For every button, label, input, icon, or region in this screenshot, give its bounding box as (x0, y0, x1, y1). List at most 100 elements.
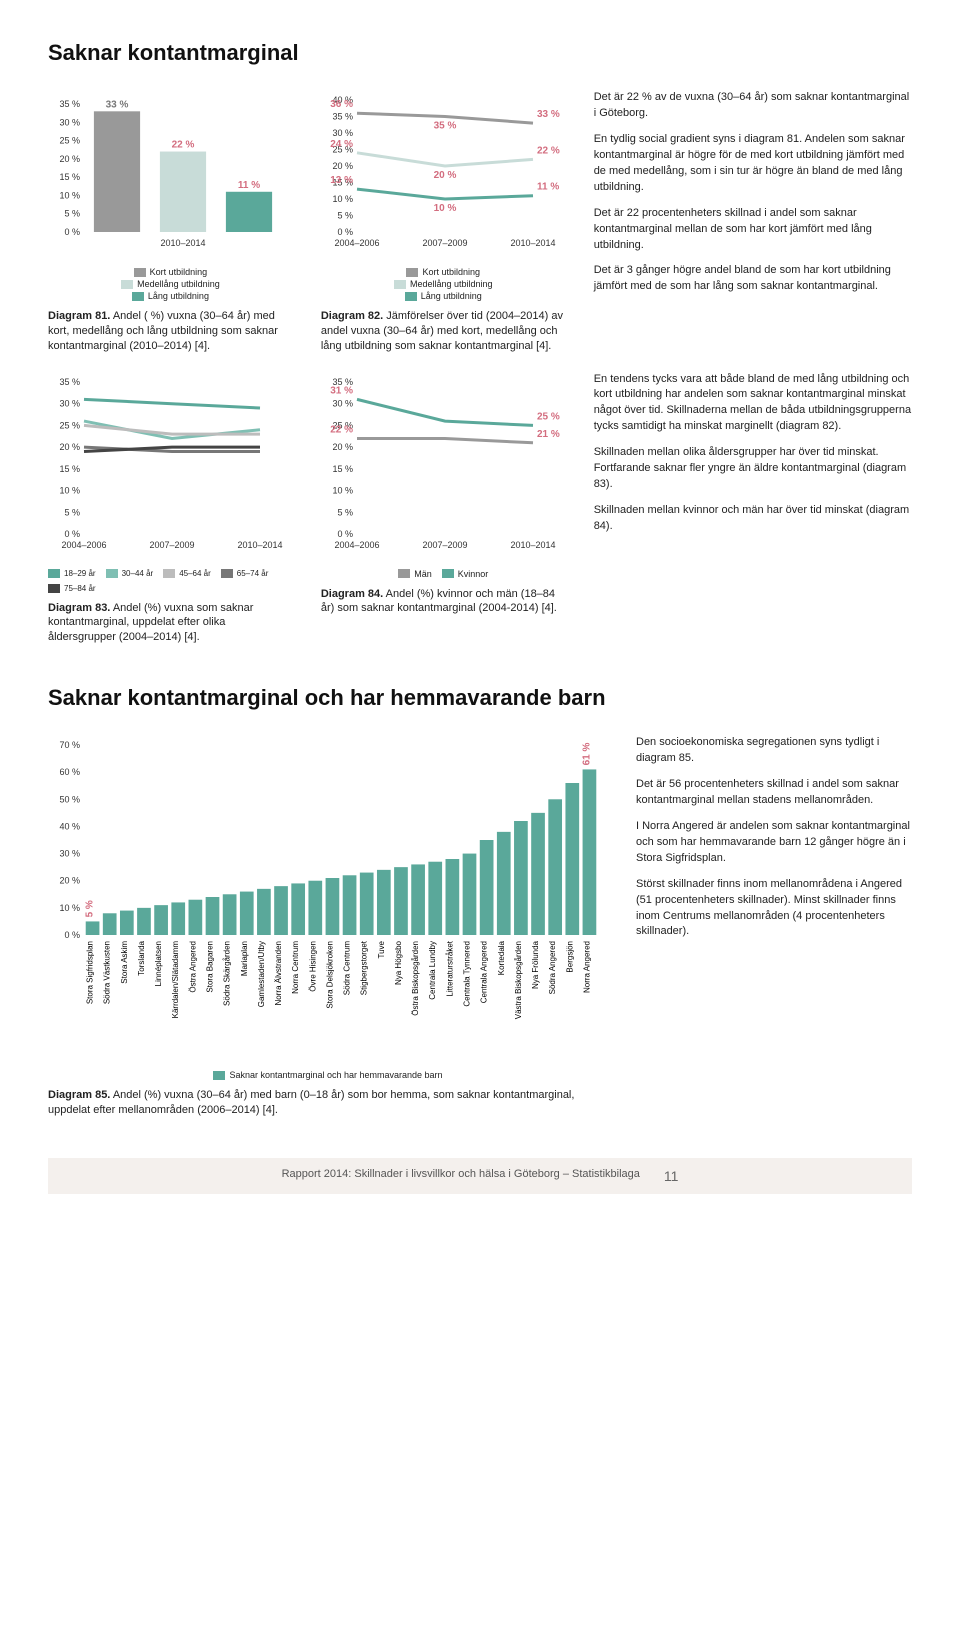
body-paragraph: Störst skillnader finns inom mellanområ­… (636, 877, 912, 941)
svg-text:Gamlestaden/Utby: Gamlestaden/Utby (257, 941, 266, 1007)
body-paragraph: Skillnaden mellan kvinnor och män har öv… (594, 503, 912, 535)
diagram-82: 0 %5 %10 %15 %20 %25 %30 %35 %40 %2004–2… (321, 90, 566, 301)
svg-text:Stora Delsjökroken: Stora Delsjökroken (325, 941, 334, 1009)
svg-text:0 %: 0 % (64, 930, 80, 940)
svg-text:0 %: 0 % (64, 529, 80, 539)
svg-text:30 %: 30 % (59, 117, 80, 127)
section-title-1: Saknar kontantmarginal (48, 40, 912, 66)
svg-text:Centrala Lundby: Centrala Lundby (428, 941, 437, 1000)
svg-text:20 %: 20 % (59, 876, 80, 886)
diagram-84-caption: Diagram 84. Andel (%) kvinnor och män (1… (321, 587, 566, 617)
body-paragraph: Den socioekonomiska segregationen syns t… (636, 735, 912, 767)
body-text-section2: Den socioekonomiska segregationen syns t… (636, 735, 912, 1118)
svg-text:2004–2006: 2004–2006 (334, 540, 379, 550)
svg-text:Kärrdalen/Slätadamm: Kärrdalen/Slätadamm (171, 941, 180, 1019)
svg-text:22 %: 22 % (330, 424, 353, 435)
svg-text:36 %: 36 % (330, 99, 353, 110)
svg-text:30 %: 30 % (59, 398, 80, 408)
footer-text: Rapport 2014: Skillnader i livsvillkor o… (282, 1168, 640, 1184)
body-text-top: Det är 22 % av de vuxna (30–64 år) som s… (594, 90, 912, 354)
svg-text:Södra Västkusten: Södra Västkusten (103, 941, 112, 1004)
svg-text:35 %: 35 % (59, 377, 80, 387)
svg-text:Bergsjön: Bergsjön (565, 941, 574, 973)
body-paragraph: Det är 3 gånger högre andel bland de som… (594, 263, 912, 295)
diagram-81: 0 %5 %10 %15 %20 %25 %30 %35 %33 %22 %11… (48, 90, 293, 301)
svg-text:60 %: 60 % (59, 767, 80, 777)
body-paragraph: Det är 22 procentenheters skillnad i and… (594, 206, 912, 254)
diagram-84: 0 %5 %10 %15 %20 %25 %30 %35 %2004–20062… (321, 372, 566, 579)
svg-text:Stora Sigfridsplan: Stora Sigfridsplan (86, 941, 95, 1004)
svg-text:30 %: 30 % (332, 128, 353, 138)
svg-text:21 %: 21 % (537, 428, 560, 439)
svg-text:35 %: 35 % (332, 112, 353, 122)
svg-text:15 %: 15 % (332, 463, 353, 473)
svg-text:35 %: 35 % (59, 99, 80, 109)
diagram-81-caption: Diagram 81. Andel ( %) vuxna (30–64 år) … (48, 309, 293, 354)
svg-text:10 %: 10 % (332, 485, 353, 495)
svg-text:31 %: 31 % (330, 385, 353, 396)
svg-text:15 %: 15 % (59, 463, 80, 473)
svg-text:25 %: 25 % (59, 136, 80, 146)
svg-text:Södra Skärgården: Södra Skärgården (223, 941, 232, 1006)
svg-text:Östra Biskopsgården: Östra Biskopsgården (411, 941, 420, 1016)
svg-text:10 %: 10 % (59, 903, 80, 913)
section-title-2: Saknar kontantmarginal och har hemmavara… (48, 685, 912, 711)
svg-text:20 %: 20 % (332, 442, 353, 452)
body-paragraph: En tendens tycks vara att både bland de … (594, 372, 912, 436)
svg-text:30 %: 30 % (332, 398, 353, 408)
svg-text:2004–2006: 2004–2006 (61, 540, 106, 550)
svg-text:20 %: 20 % (59, 154, 80, 164)
svg-text:Centrala Tynnered: Centrala Tynnered (463, 941, 472, 1007)
diagram-85-caption: Diagram 85. Andel (%) vuxna (30–64 år) m… (48, 1088, 608, 1118)
body-paragraph: I Norra Angered är andelen som saknar ko… (636, 819, 912, 867)
svg-text:Torslanda: Torslanda (137, 941, 146, 976)
svg-text:Kortedala: Kortedala (497, 941, 506, 976)
svg-text:0 %: 0 % (337, 529, 353, 539)
svg-text:35 %: 35 % (433, 121, 456, 132)
svg-text:50 %: 50 % (59, 794, 80, 804)
svg-text:5 %: 5 % (85, 900, 96, 917)
svg-text:Västra Biskopsgården: Västra Biskopsgården (514, 941, 523, 1019)
svg-text:10 %: 10 % (433, 203, 456, 214)
svg-text:Norra Älvstranden: Norra Älvstranden (274, 941, 283, 1005)
svg-text:Södra Centrum: Södra Centrum (343, 941, 352, 996)
svg-text:33 %: 33 % (106, 99, 129, 110)
svg-text:2007–2009: 2007–2009 (422, 238, 467, 248)
svg-text:2010–2014: 2010–2014 (237, 540, 282, 550)
svg-text:Stora Askim: Stora Askim (120, 941, 129, 984)
svg-text:10 %: 10 % (59, 485, 80, 495)
svg-text:20 %: 20 % (59, 442, 80, 452)
body-paragraph: Det är 56 procentenheters skillnad i and… (636, 777, 912, 809)
svg-text:2004–2006: 2004–2006 (334, 238, 379, 248)
svg-text:Stigbergstorget: Stigbergstorget (360, 940, 369, 995)
svg-text:33 %: 33 % (537, 109, 560, 120)
svg-text:Södra Angered: Södra Angered (548, 941, 557, 994)
svg-text:Linnéplatsen: Linnéplatsen (154, 941, 163, 986)
svg-text:70 %: 70 % (59, 740, 80, 750)
diagram-83: 0 %5 %10 %15 %20 %25 %30 %35 %2004–20062… (48, 372, 293, 593)
svg-text:Mariaplan: Mariaplan (240, 941, 249, 976)
svg-text:5 %: 5 % (64, 209, 80, 219)
svg-text:11 %: 11 % (537, 182, 559, 193)
svg-text:5 %: 5 % (64, 507, 80, 517)
svg-text:61 %: 61 % (581, 743, 592, 766)
svg-text:22 %: 22 % (537, 145, 560, 156)
body-text-bottom: En tendens tycks vara att både bland de … (594, 372, 912, 646)
svg-text:30 %: 30 % (59, 849, 80, 859)
diagram-85: 0 % 10 % 20 % 30 % 40 % 50 % 60 % 70 % Stora Sig… (48, 735, 608, 1080)
svg-text:2010–2014: 2010–2014 (510, 540, 555, 550)
svg-text:Tuve: Tuve (377, 941, 386, 959)
svg-text:Östra Angered: Östra Angered (188, 941, 197, 993)
svg-text:40 %: 40 % (59, 821, 80, 831)
svg-text:2007–2009: 2007–2009 (422, 540, 467, 550)
svg-text:0 %: 0 % (337, 227, 353, 237)
svg-text:11 %: 11 % (238, 180, 260, 191)
body-paragraph: Skillnaden mellan olika åldersgrupper ha… (594, 445, 912, 493)
svg-text:13 %: 13 % (330, 175, 353, 186)
svg-text:Litteraturstråket: Litteraturstråket (445, 940, 454, 996)
svg-text:10 %: 10 % (59, 190, 80, 200)
svg-text:Nya Högsbo: Nya Högsbo (394, 941, 403, 986)
svg-text:0 %: 0 % (64, 227, 80, 237)
svg-text:2010–2014: 2010–2014 (510, 238, 555, 248)
svg-text:Centrala Angered: Centrala Angered (480, 941, 489, 1003)
